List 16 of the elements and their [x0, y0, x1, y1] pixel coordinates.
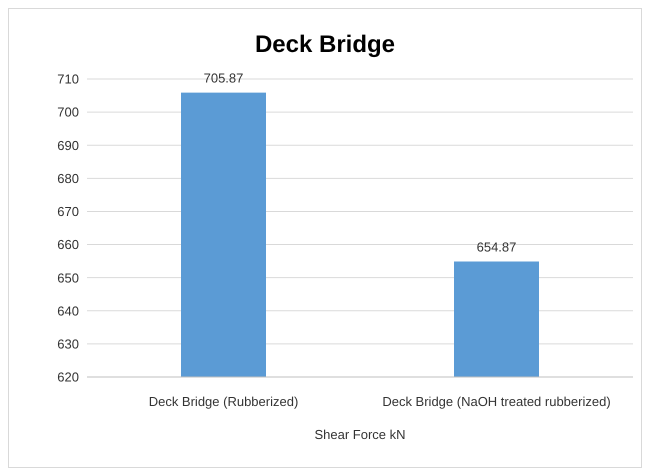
y-tick-label: 620 [57, 370, 79, 385]
y-tick-label: 650 [57, 270, 79, 286]
y-tick-label: 670 [57, 204, 79, 220]
y-tick-label: 710 [57, 72, 79, 87]
x-axis-title: Shear Force kN [314, 427, 406, 442]
y-tick-label: 660 [57, 237, 79, 252]
y-tick-label: 680 [57, 170, 79, 186]
data-label: 654.87 [476, 240, 516, 255]
y-tick-label: 690 [57, 138, 79, 153]
y-tick-label: 630 [57, 336, 79, 352]
x-tick-label: Deck Bridge (Rubberized) [148, 394, 298, 410]
data-label: 705.87 [204, 70, 244, 86]
x-tick-label: Deck Bridge (NaOH treated rubberized) [382, 394, 611, 410]
chart-title: Deck Bridge [254, 31, 396, 59]
y-tick-label: 640 [57, 303, 79, 318]
y-tick-label: 700 [57, 104, 79, 120]
